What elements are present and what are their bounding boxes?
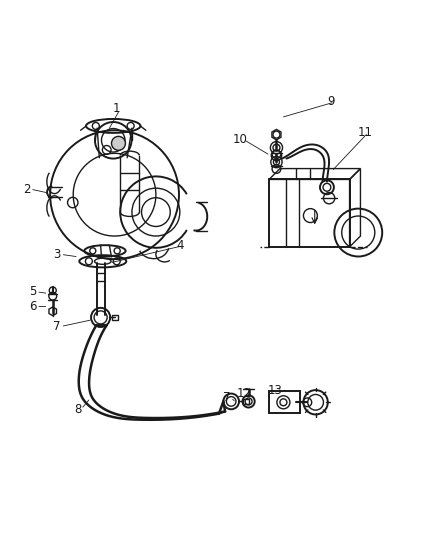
Text: 3: 3 (53, 248, 61, 261)
Text: 7: 7 (223, 391, 230, 405)
Text: 5: 5 (29, 285, 36, 298)
Text: 6: 6 (29, 300, 36, 313)
Text: 11: 11 (357, 126, 372, 139)
Text: 2: 2 (23, 182, 30, 196)
Bar (244, 399, 249, 404)
Text: 9: 9 (328, 95, 335, 109)
Circle shape (112, 136, 125, 150)
Bar (113, 315, 118, 320)
Text: 7: 7 (53, 320, 61, 333)
Text: 8: 8 (74, 403, 81, 416)
Text: 13: 13 (267, 384, 282, 397)
Text: 10: 10 (233, 133, 247, 146)
Text: 4: 4 (176, 239, 184, 252)
Text: 12: 12 (237, 387, 252, 400)
Text: 1: 1 (113, 102, 120, 116)
